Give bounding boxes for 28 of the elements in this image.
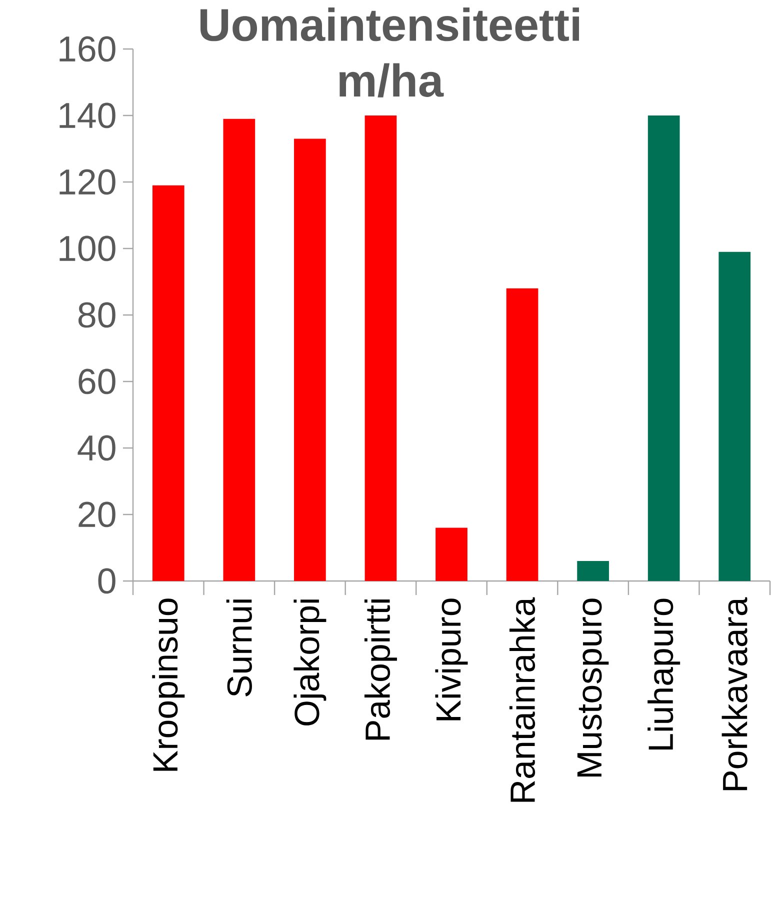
bar bbox=[506, 288, 538, 581]
bar bbox=[294, 138, 326, 581]
bar bbox=[152, 185, 184, 581]
bar bbox=[436, 528, 468, 581]
x-tick-label: Pakopirtti bbox=[364, 600, 397, 740]
x-tick-label: Mustospuro bbox=[577, 598, 609, 777]
y-tick-label: 20 bbox=[78, 502, 116, 528]
x-tick-label: Liuhapuro bbox=[648, 598, 680, 750]
y-tick-label: 160 bbox=[60, 36, 116, 62]
x-tick-label: Kivipuro bbox=[435, 598, 468, 720]
chart-title: Uomaintensiteetti m/ha bbox=[200, 8, 579, 98]
y-tick-label: 80 bbox=[78, 302, 116, 328]
y-tick-label: 40 bbox=[78, 435, 116, 461]
bar bbox=[577, 561, 609, 581]
y-tick-label: 0 bbox=[98, 568, 116, 594]
y-tick-label: 100 bbox=[60, 236, 116, 262]
x-tick-label: Ojakorpi bbox=[294, 600, 326, 726]
y-tick-label: 120 bbox=[60, 169, 116, 195]
bar bbox=[364, 115, 397, 581]
x-tick-label: Kroopinsuo bbox=[152, 598, 185, 771]
x-tick-label: Porkkavaara bbox=[722, 597, 748, 790]
x-tick-label: Rantainrahka bbox=[509, 597, 536, 802]
bar bbox=[648, 115, 680, 581]
bar bbox=[223, 118, 256, 581]
bar bbox=[718, 252, 751, 581]
y-tick-label: 60 bbox=[78, 368, 116, 394]
y-tick-label: 140 bbox=[60, 102, 116, 128]
x-tick-label: Surnui bbox=[226, 600, 252, 696]
